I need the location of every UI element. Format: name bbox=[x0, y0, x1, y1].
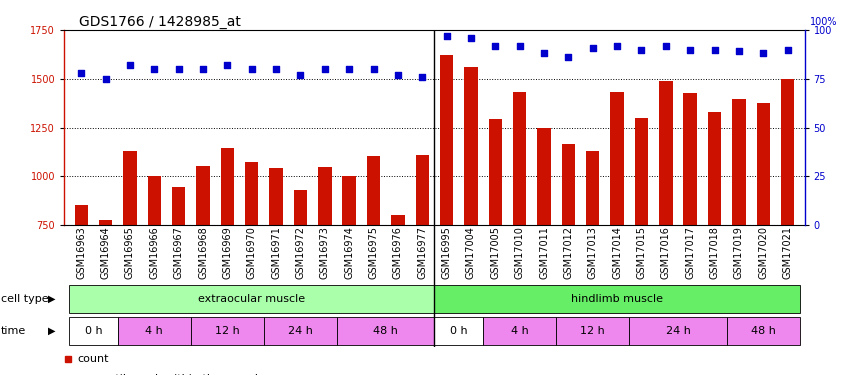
Point bbox=[366, 66, 380, 72]
Point bbox=[172, 66, 186, 72]
Point bbox=[538, 50, 551, 56]
Bar bbox=[727, 316, 800, 345]
Text: 24 h: 24 h bbox=[288, 326, 313, 336]
Point bbox=[245, 66, 259, 72]
Bar bbox=[118, 316, 191, 345]
Bar bbox=[270, 168, 282, 225]
Bar bbox=[489, 119, 502, 225]
Bar bbox=[635, 118, 648, 225]
Point bbox=[659, 43, 673, 49]
Bar bbox=[172, 187, 186, 225]
Bar bbox=[415, 155, 429, 225]
Point bbox=[513, 43, 526, 49]
Point bbox=[757, 50, 770, 56]
Bar bbox=[74, 204, 88, 225]
Bar bbox=[367, 156, 380, 225]
Point bbox=[634, 46, 648, 53]
Bar bbox=[659, 81, 673, 225]
Point bbox=[683, 46, 697, 53]
Bar bbox=[264, 316, 337, 345]
Bar bbox=[69, 285, 434, 314]
Text: ▶: ▶ bbox=[48, 326, 56, 336]
Bar bbox=[538, 129, 550, 225]
Bar bbox=[221, 148, 234, 225]
Point bbox=[708, 46, 722, 53]
Bar bbox=[781, 79, 794, 225]
Point bbox=[147, 66, 161, 72]
Bar bbox=[123, 151, 137, 225]
Bar bbox=[562, 144, 575, 225]
Point bbox=[74, 70, 88, 76]
Point bbox=[464, 35, 478, 41]
Bar bbox=[683, 93, 697, 225]
Point bbox=[342, 66, 356, 72]
Text: 12 h: 12 h bbox=[580, 326, 605, 336]
Point bbox=[415, 74, 429, 80]
Bar bbox=[434, 316, 483, 345]
Bar bbox=[586, 151, 599, 225]
Point bbox=[391, 72, 405, 78]
Text: count: count bbox=[77, 354, 109, 364]
Bar bbox=[245, 162, 259, 225]
Text: 48 h: 48 h bbox=[751, 326, 776, 336]
Bar bbox=[294, 190, 307, 225]
Point bbox=[318, 66, 331, 72]
Bar bbox=[757, 103, 770, 225]
Bar bbox=[318, 166, 331, 225]
Text: 0 h: 0 h bbox=[85, 326, 102, 336]
Point bbox=[294, 72, 307, 78]
Bar bbox=[434, 285, 800, 314]
Bar bbox=[556, 316, 629, 345]
Text: cell type: cell type bbox=[1, 294, 49, 304]
Text: time: time bbox=[1, 326, 26, 336]
Text: 100%: 100% bbox=[810, 17, 838, 27]
Point bbox=[440, 33, 454, 39]
Bar bbox=[483, 316, 556, 345]
Bar bbox=[610, 92, 624, 225]
Bar bbox=[342, 176, 356, 225]
Bar bbox=[99, 220, 112, 225]
Text: 0 h: 0 h bbox=[450, 326, 467, 336]
Point bbox=[196, 66, 210, 72]
Text: 24 h: 24 h bbox=[666, 326, 691, 336]
Bar bbox=[391, 215, 405, 225]
Bar bbox=[629, 316, 727, 345]
Text: 4 h: 4 h bbox=[511, 326, 528, 336]
Text: hindlimb muscle: hindlimb muscle bbox=[571, 294, 663, 304]
Point bbox=[270, 66, 283, 72]
Bar bbox=[708, 112, 722, 225]
Bar bbox=[196, 165, 210, 225]
Bar bbox=[464, 67, 478, 225]
Text: GDS1766 / 1428985_at: GDS1766 / 1428985_at bbox=[79, 15, 241, 29]
Point bbox=[586, 45, 599, 51]
Text: 4 h: 4 h bbox=[146, 326, 163, 336]
Bar bbox=[147, 176, 161, 225]
Bar bbox=[732, 99, 746, 225]
Point bbox=[562, 54, 575, 60]
Bar bbox=[191, 316, 264, 345]
Bar bbox=[69, 316, 118, 345]
Text: percentile rank within the sample: percentile rank within the sample bbox=[77, 374, 265, 375]
Bar bbox=[440, 56, 454, 225]
Text: extraocular muscle: extraocular muscle bbox=[199, 294, 306, 304]
Point bbox=[123, 62, 137, 68]
Point bbox=[489, 43, 502, 49]
Bar bbox=[337, 316, 434, 345]
Point bbox=[98, 76, 112, 82]
Text: 12 h: 12 h bbox=[215, 326, 240, 336]
Bar bbox=[513, 92, 526, 225]
Point bbox=[732, 48, 746, 54]
Point bbox=[610, 43, 624, 49]
Text: 48 h: 48 h bbox=[373, 326, 398, 336]
Point bbox=[781, 46, 794, 53]
Text: ▶: ▶ bbox=[48, 294, 56, 304]
Point bbox=[221, 62, 235, 68]
